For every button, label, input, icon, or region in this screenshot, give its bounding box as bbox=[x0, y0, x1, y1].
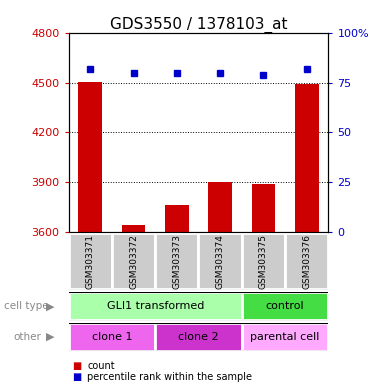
Text: cell type: cell type bbox=[4, 301, 48, 311]
Text: percentile rank within the sample: percentile rank within the sample bbox=[87, 372, 252, 382]
Bar bbox=[69, 323, 155, 351]
Bar bbox=[69, 233, 112, 289]
Text: GSM303374: GSM303374 bbox=[216, 234, 224, 288]
Text: other: other bbox=[13, 332, 41, 342]
Title: GDS3550 / 1378103_at: GDS3550 / 1378103_at bbox=[110, 17, 287, 33]
Bar bbox=[112, 233, 155, 289]
Bar bbox=[122, 225, 145, 232]
Bar bbox=[208, 182, 232, 232]
Text: parental cell: parental cell bbox=[250, 332, 320, 342]
Text: clone 1: clone 1 bbox=[92, 332, 132, 342]
Text: count: count bbox=[87, 361, 115, 371]
Text: GSM303376: GSM303376 bbox=[302, 233, 311, 289]
Bar bbox=[165, 205, 189, 232]
Bar bbox=[78, 82, 102, 232]
Bar bbox=[252, 184, 275, 232]
Text: clone 2: clone 2 bbox=[178, 332, 219, 342]
Text: ▶: ▶ bbox=[46, 301, 54, 311]
Bar bbox=[285, 233, 328, 289]
Text: GSM303372: GSM303372 bbox=[129, 234, 138, 288]
Text: GSM303371: GSM303371 bbox=[86, 233, 95, 289]
Bar bbox=[155, 233, 198, 289]
Text: ■: ■ bbox=[72, 372, 82, 382]
Text: ▶: ▶ bbox=[46, 332, 54, 342]
Text: ■: ■ bbox=[72, 361, 82, 371]
Text: GSM303373: GSM303373 bbox=[173, 233, 181, 289]
Text: GSM303375: GSM303375 bbox=[259, 233, 268, 289]
Bar bbox=[69, 293, 242, 320]
Bar bbox=[242, 293, 328, 320]
Text: control: control bbox=[266, 301, 304, 311]
Bar bbox=[295, 84, 319, 232]
Bar bbox=[242, 323, 328, 351]
Bar bbox=[155, 323, 242, 351]
Bar bbox=[198, 233, 242, 289]
Bar bbox=[242, 233, 285, 289]
Text: GLI1 transformed: GLI1 transformed bbox=[106, 301, 204, 311]
